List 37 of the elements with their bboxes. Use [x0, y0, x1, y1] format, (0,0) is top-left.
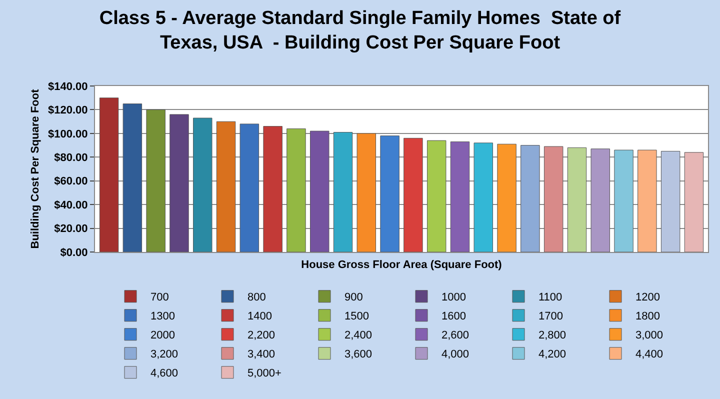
legend-label: 700	[150, 292, 169, 304]
legend-label: 2,600	[442, 330, 470, 342]
y-axis-title: Building Cost Per Square Foot	[30, 88, 42, 249]
legend-label: 2000	[150, 330, 175, 342]
y-tick-label: $140.00	[48, 80, 88, 93]
y-tick-label: $40.00	[54, 199, 88, 212]
y-tick-label: $120.00	[48, 104, 88, 117]
legend-label: 4,600	[150, 368, 178, 380]
y-tick-label: $100.00	[48, 128, 88, 140]
legend-label: 5,000+	[248, 368, 282, 380]
legend-label: 1600	[442, 310, 466, 323]
legend-label: 800	[248, 292, 266, 304]
legend-label: 4,200	[538, 348, 566, 361]
legend-label: 3,200	[150, 348, 178, 361]
legend-label: 1300	[150, 310, 175, 323]
legend-label: 1800	[636, 310, 660, 323]
chart-title: Class 5 - Average Standard Single Family Homes State of Texas, USA - Building Cost Per Square Foot	[99, 8, 622, 54]
legend-label: 4,400	[636, 348, 664, 361]
legend-label: 3,000	[636, 330, 664, 342]
y-tick-label: $20.00	[54, 223, 88, 236]
x-axis-title: House Gross Floor Area (Square Foot)	[301, 259, 502, 272]
legend-label: 1100	[538, 292, 562, 304]
y-tick-label: $80.00	[54, 152, 88, 164]
legend-label: 2,800	[538, 330, 566, 342]
y-tick-label: $60.00	[54, 176, 88, 188]
legend-label: 1500	[344, 310, 369, 323]
legend-label: 3,600	[344, 348, 372, 361]
legend-label: 900	[344, 292, 363, 304]
legend-label: 2,200	[248, 330, 276, 342]
y-tick-label: $0.00	[60, 246, 88, 259]
legend-label: 1400	[248, 310, 272, 323]
legend-label: 2,400	[344, 330, 372, 342]
legend-label: 4,000	[442, 348, 470, 361]
legend-label: 1200	[636, 292, 660, 304]
legend-label: 1700	[538, 310, 563, 323]
legend-label: 3,400	[248, 348, 276, 361]
legend-label: 1000	[442, 292, 466, 304]
